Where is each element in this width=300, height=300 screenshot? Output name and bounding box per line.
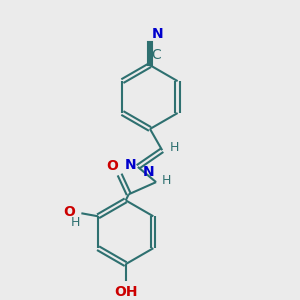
Text: N: N (143, 165, 154, 179)
Text: H: H (162, 174, 172, 187)
Text: H: H (170, 141, 179, 154)
Text: O: O (63, 205, 75, 219)
Text: H: H (70, 216, 80, 229)
Text: OH: OH (114, 285, 137, 299)
Text: O: O (106, 159, 118, 173)
Text: C: C (152, 48, 161, 62)
Text: N: N (152, 27, 163, 41)
Text: N: N (125, 158, 136, 172)
